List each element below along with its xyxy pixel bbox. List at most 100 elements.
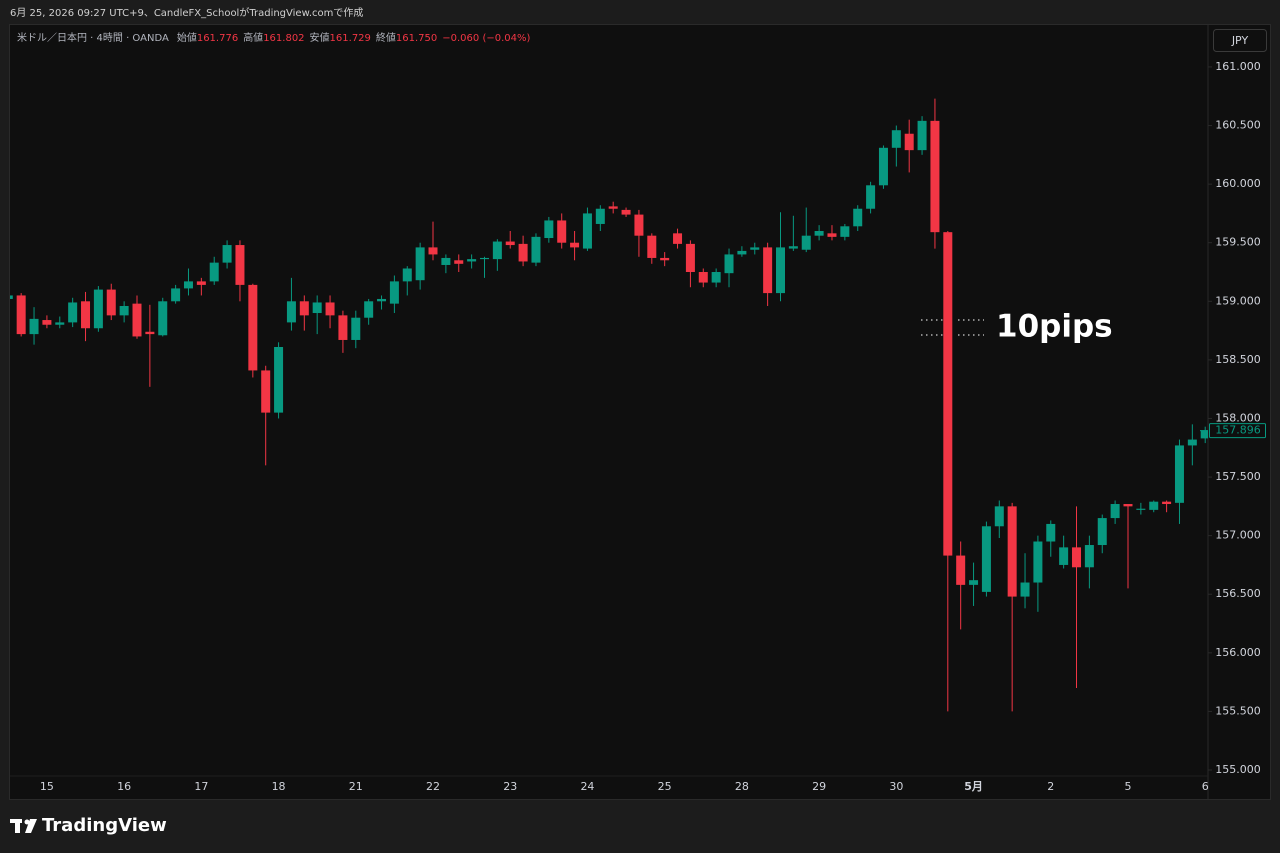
candle-body: [994, 506, 1004, 527]
candle-body: [1162, 501, 1172, 505]
candle-body: [750, 247, 760, 250]
x-tick-label: 17: [194, 780, 208, 793]
candle-body: [1123, 504, 1133, 507]
candle-body: [132, 303, 142, 337]
candle-body: [454, 260, 464, 264]
y-tick-label: 156.000: [1215, 646, 1261, 659]
candle-body: [467, 259, 477, 262]
legend-label: 高値: [243, 31, 263, 44]
candle-body: [570, 242, 580, 248]
x-tick-label: 25: [658, 780, 672, 793]
candle-body: [737, 250, 747, 255]
candle-body: [389, 281, 399, 304]
candle-body: [222, 245, 232, 263]
candle-body: [943, 232, 953, 556]
candle-body: [1007, 506, 1017, 597]
candle-body: [711, 272, 721, 283]
logo-text: TradingView: [42, 815, 167, 836]
ohlc-legend: 米ドル／日本円 · 4時間 · OANDA 始値161.776 高値161.802 安…: [17, 31, 530, 44]
y-tick-label: 156.500: [1215, 587, 1261, 600]
candle-body: [10, 295, 13, 299]
candle-body: [338, 315, 348, 340]
candle-body: [956, 555, 966, 585]
candle-body: [505, 241, 515, 246]
legend-label: 安値: [310, 31, 330, 44]
x-tick-label: 6: [1202, 780, 1209, 793]
candle-body: [196, 281, 206, 285]
candle-body: [917, 120, 927, 151]
candle-body: [171, 288, 181, 302]
y-tick-label: 157.500: [1215, 470, 1261, 483]
candle-body: [969, 580, 979, 585]
candle-body: [531, 236, 541, 263]
candle-body: [145, 331, 155, 335]
last-price-tag: [1209, 423, 1266, 439]
candle-body: [544, 220, 554, 239]
candle-body: [1072, 547, 1082, 568]
candle-body: [853, 208, 863, 227]
candle-body: [68, 302, 78, 323]
logo-part: [25, 819, 37, 833]
y-tick-label: 155.000: [1215, 763, 1261, 776]
candle-body: [776, 247, 785, 294]
x-tick-label: 29: [812, 780, 826, 793]
candle-body: [364, 301, 374, 318]
y-tick-label: 158.500: [1215, 353, 1261, 366]
x-tick-label: 21: [349, 780, 363, 793]
x-tick-label: 5月: [964, 780, 983, 793]
candle-body: [81, 301, 91, 329]
candle-body: [582, 213, 592, 249]
candles: [10, 98, 1208, 712]
candle-body: [634, 214, 644, 236]
candle-body: [685, 243, 695, 273]
y-tick-label: 157.000: [1215, 529, 1261, 542]
candle-body: [261, 370, 271, 413]
legend-value: 161.802: [263, 33, 304, 44]
candle-body: [1136, 508, 1146, 510]
candle-body: [981, 526, 991, 592]
legend-value: 161.776: [197, 33, 238, 44]
candle-body: [1097, 518, 1107, 546]
candle-body: [286, 301, 296, 323]
x-tick-label: 18: [272, 780, 286, 793]
candle-body: [42, 320, 52, 325]
chart-panel: [9, 24, 1271, 800]
candle-body: [16, 295, 26, 335]
logo-part: [24, 819, 30, 825]
candle-body: [299, 301, 309, 316]
candle-body: [158, 301, 168, 336]
candle-body: [814, 230, 824, 236]
candle-body: [183, 281, 193, 289]
symbol: 米ドル／日本円 · 4時間 · OANDA: [17, 31, 169, 44]
x-tick-label: 23: [503, 780, 517, 793]
x-tick-label: 2: [1047, 780, 1054, 793]
candle-body: [608, 206, 618, 209]
candle-body: [878, 147, 888, 186]
y-tick-label: 158.000: [1215, 411, 1261, 424]
candle-body: [1084, 545, 1094, 568]
y-tick-label: 159.500: [1215, 236, 1261, 249]
candle-body: [248, 284, 258, 371]
attribution: 6月 25, 2026 09:27 UTC+9、CandleFX_Schoolが…: [10, 6, 363, 19]
logo-part: [15, 819, 20, 833]
x-tick-label: 5: [1124, 780, 1131, 793]
candle-body: [904, 133, 914, 151]
candle-body: [1033, 541, 1043, 583]
candle-body: [428, 247, 438, 255]
candle-body: [402, 268, 412, 282]
candle-body: [866, 185, 876, 209]
candle-body: [1020, 582, 1030, 597]
candle-body: [441, 257, 451, 265]
candle-body: [891, 130, 901, 148]
y-tick-label: 160.000: [1215, 177, 1261, 190]
x-tick-label: 28: [735, 780, 749, 793]
currency-button[interactable]: [1213, 29, 1267, 52]
legend-value: 161.750: [396, 33, 437, 44]
candle-body: [698, 272, 708, 283]
candle-body: [1200, 430, 1208, 439]
candle-body: [724, 254, 734, 274]
candle-body: [557, 220, 567, 243]
candle-body: [647, 235, 657, 258]
currency-button-label[interactable]: JPY: [1231, 34, 1249, 47]
